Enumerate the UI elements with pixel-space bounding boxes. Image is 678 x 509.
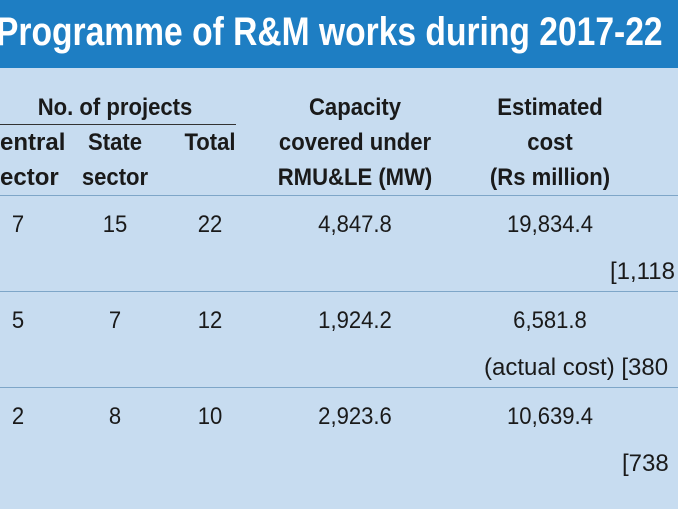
cell: 1,924.2 bbox=[318, 307, 392, 334]
cell: 6,581.8 bbox=[513, 307, 587, 334]
cell: 10 bbox=[197, 403, 223, 430]
cell: 19,834.4 bbox=[507, 211, 593, 238]
column-header: sector bbox=[81, 164, 149, 191]
column-header: State bbox=[88, 129, 142, 156]
column-header: Capacity bbox=[308, 94, 402, 121]
row-rule bbox=[0, 195, 678, 196]
cell: 7 bbox=[11, 211, 25, 238]
title: Programme of R&M works during 2017-22 bbox=[0, 10, 663, 54]
cell: 4,847.8 bbox=[318, 211, 392, 238]
group-header: No. of projects bbox=[37, 94, 193, 121]
cell-note: (actual cost) [380 bbox=[484, 354, 669, 381]
cell: 12 bbox=[197, 307, 223, 334]
title-bar: Programme of R&M works during 2017-22 bbox=[0, 0, 678, 68]
cell: 2,923.6 bbox=[318, 403, 392, 430]
cell-note: [1,118 bbox=[610, 258, 675, 285]
cell: 5 bbox=[11, 307, 25, 334]
column-header: Estimated bbox=[497, 94, 603, 121]
column-header: cost bbox=[527, 129, 573, 156]
cell: 10,639.4 bbox=[507, 403, 593, 430]
column-header: entral bbox=[0, 129, 66, 156]
cell: 8 bbox=[108, 403, 122, 430]
row-rule bbox=[0, 387, 678, 388]
cell: 15 bbox=[102, 211, 128, 238]
group-underline bbox=[0, 124, 236, 125]
cell: 22 bbox=[197, 211, 223, 238]
cell: 7 bbox=[108, 307, 122, 334]
column-header: covered under bbox=[278, 129, 432, 156]
column-header: RMU&LE (MW) bbox=[277, 164, 433, 191]
column-header: ector bbox=[0, 164, 59, 191]
row-rule bbox=[0, 291, 678, 292]
column-header: (Rs million) bbox=[489, 164, 611, 191]
column-header: Total bbox=[184, 129, 236, 156]
cell-note: [738 bbox=[622, 450, 669, 477]
cell: 2 bbox=[11, 403, 25, 430]
